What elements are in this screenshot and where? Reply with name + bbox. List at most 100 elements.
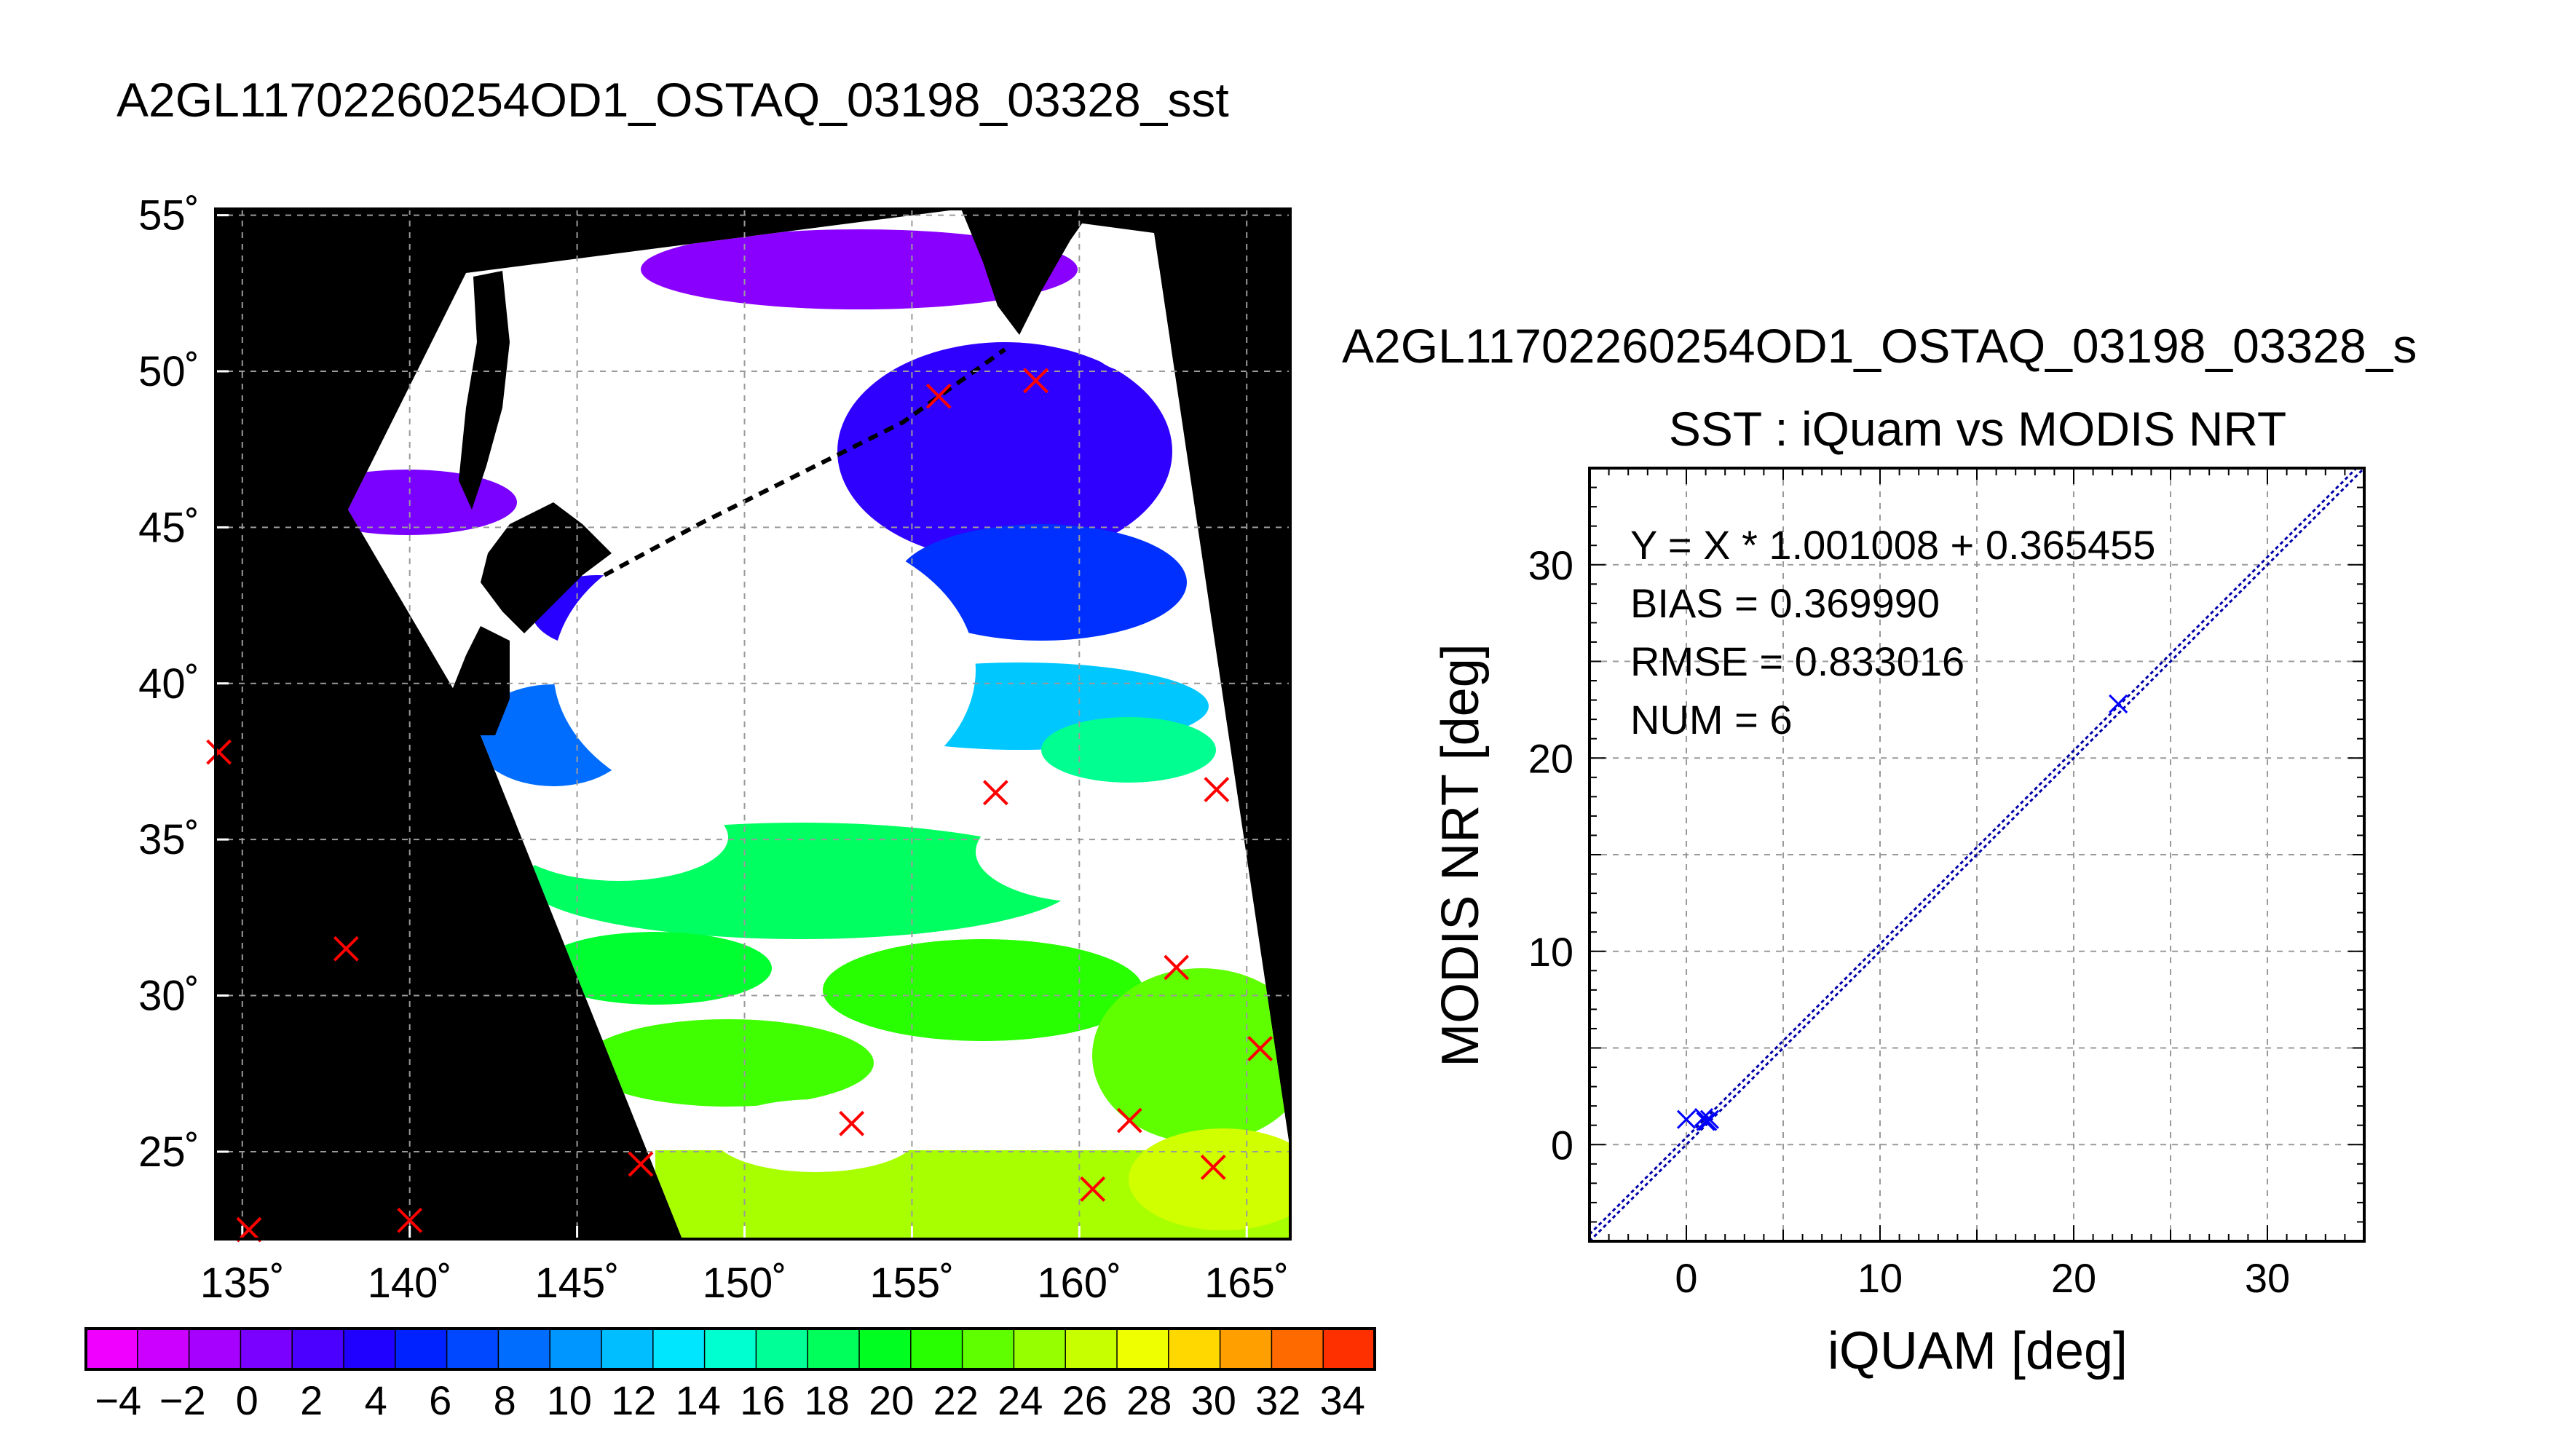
scatter-x-tick-labels: 0 10 20 30 — [1675, 1255, 2290, 1301]
cloud-patch — [976, 801, 1209, 903]
scatter-title: A2GL11702260254OD1_OSTAQ_03198_03328_s — [1342, 319, 2417, 373]
scatter-plot-area: 0 10 20 30 0 10 20 30 Y = X * 1.001008 + 0.365… — [1528, 467, 2366, 1301]
colorbar-tick-label: 10 — [547, 1377, 592, 1423]
sst-patch — [837, 342, 1172, 561]
scatter-y-tick-label: 0 — [1551, 1122, 1573, 1168]
cloud-patch — [553, 524, 976, 815]
colorbar-cell — [1065, 1329, 1118, 1369]
colorbar-tick-label: 18 — [805, 1377, 850, 1423]
station-marker — [839, 1110, 865, 1136]
station-marker — [397, 1207, 423, 1233]
scatter-annotation: Y = X * 1.001008 + 0.365455 — [1630, 522, 2155, 568]
sst-patch — [641, 229, 1078, 309]
map-x-tick-label: 165˚ — [1204, 1259, 1289, 1307]
map-x-tick-label: 155˚ — [869, 1259, 954, 1307]
colorbar-tick-label: 12 — [611, 1377, 656, 1423]
map-x-tick-label: 160˚ — [1037, 1259, 1121, 1307]
colorbar-cell — [550, 1329, 602, 1369]
cloud-patch — [714, 1099, 917, 1172]
colorbar-tick-label: 24 — [998, 1377, 1043, 1423]
sst-patch — [823, 939, 1143, 1041]
scatter-annotation: RMSE = 0.833016 — [1630, 638, 1964, 684]
colorbar-tick-label: 6 — [429, 1377, 451, 1423]
colorbar-cell — [601, 1329, 654, 1369]
colorbar-cell — [189, 1329, 242, 1369]
colorbar-cell — [498, 1329, 551, 1369]
colorbar-cell — [86, 1329, 138, 1369]
colorbar-tick-label: 28 — [1126, 1377, 1172, 1423]
station-marker — [206, 739, 232, 765]
sst-patch — [896, 524, 1187, 641]
kuril-islands — [603, 347, 1006, 577]
colorbar-cell — [137, 1329, 190, 1369]
colorbar-tick-label: 2 — [300, 1377, 323, 1423]
station-marker — [982, 780, 1008, 806]
sst-patch — [1092, 968, 1290, 1143]
scatter-y-tick-labels: 0 10 20 30 — [1528, 542, 1573, 1168]
scatter-grid — [1590, 468, 2364, 1241]
colorbar-cell — [1323, 1329, 1375, 1369]
map-y-tick-label: 25˚ — [138, 1128, 200, 1176]
colorbar-cell — [292, 1329, 344, 1369]
colorbar-cell — [704, 1329, 757, 1369]
colorbar-cell — [1117, 1329, 1169, 1369]
scatter-x-tick-label: 30 — [2245, 1255, 2290, 1301]
map-x-tick-label: 150˚ — [702, 1259, 786, 1307]
colorbar-tick-label: 8 — [494, 1377, 516, 1423]
colorbar-tick-label: 26 — [1062, 1377, 1107, 1423]
station-marker — [925, 383, 952, 409]
colorbar-cell — [859, 1329, 912, 1369]
colorbar-cell — [1220, 1329, 1273, 1369]
scatter-x-tick-label: 20 — [2051, 1255, 2096, 1301]
station-marker — [1247, 1036, 1273, 1061]
sst-patch — [583, 1019, 874, 1107]
colorbar-cell — [1168, 1329, 1221, 1369]
scatter-annotation: NUM = 6 — [1630, 697, 1793, 743]
map-plot-area: 135˚ 140˚ 145˚ 150˚ 155˚ 160˚ 165˚ 55˚ 50˚ 45˚ 40… — [138, 192, 1292, 1307]
scatter-point — [1696, 1112, 1715, 1131]
map-grid — [216, 209, 1290, 1239]
station-marker — [628, 1151, 654, 1177]
colorbar-cell — [1014, 1329, 1067, 1369]
scatter-points — [1676, 694, 2128, 1131]
colorbar-cell — [344, 1329, 396, 1369]
colorbar-cell — [756, 1329, 809, 1369]
map-y-tick-labels: 55˚ 50˚ 45˚ 40˚ 35˚ 30˚ 25˚ — [138, 192, 200, 1176]
colorbar-cell — [395, 1329, 448, 1369]
fit-line — [1590, 468, 2358, 1235]
kamchatka-land — [961, 209, 1092, 335]
colorbar-tick-label: −2 — [159, 1377, 206, 1423]
map-x-tick-label: 140˚ — [368, 1259, 452, 1307]
station-marker — [1204, 777, 1230, 802]
map-y-tick-label: 40˚ — [138, 660, 200, 708]
station-marker — [333, 935, 359, 962]
station-marker — [1080, 1176, 1106, 1202]
map-title: A2GL11702260254OD1_OSTAQ_03198_03328_sst — [117, 73, 1229, 127]
colorbar-cell — [962, 1329, 1015, 1369]
map-frame — [214, 207, 1292, 1241]
map-y-tick-label: 50˚ — [138, 348, 200, 395]
cloud-patch — [510, 794, 728, 881]
identity-line — [1590, 468, 2364, 1241]
colorbar-cell — [446, 1329, 499, 1369]
scatter-subtitle: SST : iQuam vs MODIS NRT — [1669, 402, 2286, 456]
colorbar-cell — [652, 1329, 706, 1369]
hokkaido-land — [481, 502, 612, 633]
scatter-point — [1676, 1109, 1697, 1129]
colorbar-tick-label: 30 — [1191, 1377, 1236, 1423]
sst-patch — [539, 932, 772, 1005]
station-marker — [1200, 1154, 1226, 1180]
map-y-tick-label: 35˚ — [138, 816, 200, 863]
colorbar-tick-label: 16 — [740, 1377, 785, 1423]
colorbar-tick-label: 4 — [365, 1377, 387, 1423]
scatter-y-tick-label: 20 — [1528, 735, 1573, 781]
scatter-point — [1694, 1108, 1714, 1128]
scatter-x-tick-label: 0 — [1675, 1255, 1697, 1301]
scatter-x-axis-label: iQUAM [deg] — [1828, 1322, 2128, 1380]
map-x-tick-label: 145˚ — [535, 1259, 620, 1307]
colorbar-tick-label: 14 — [676, 1377, 721, 1423]
scatter-point — [2109, 694, 2128, 713]
scatter-y-axis-label: MODIS NRT [deg] — [1431, 644, 1490, 1067]
map-y-tick-label: 55˚ — [138, 192, 200, 240]
